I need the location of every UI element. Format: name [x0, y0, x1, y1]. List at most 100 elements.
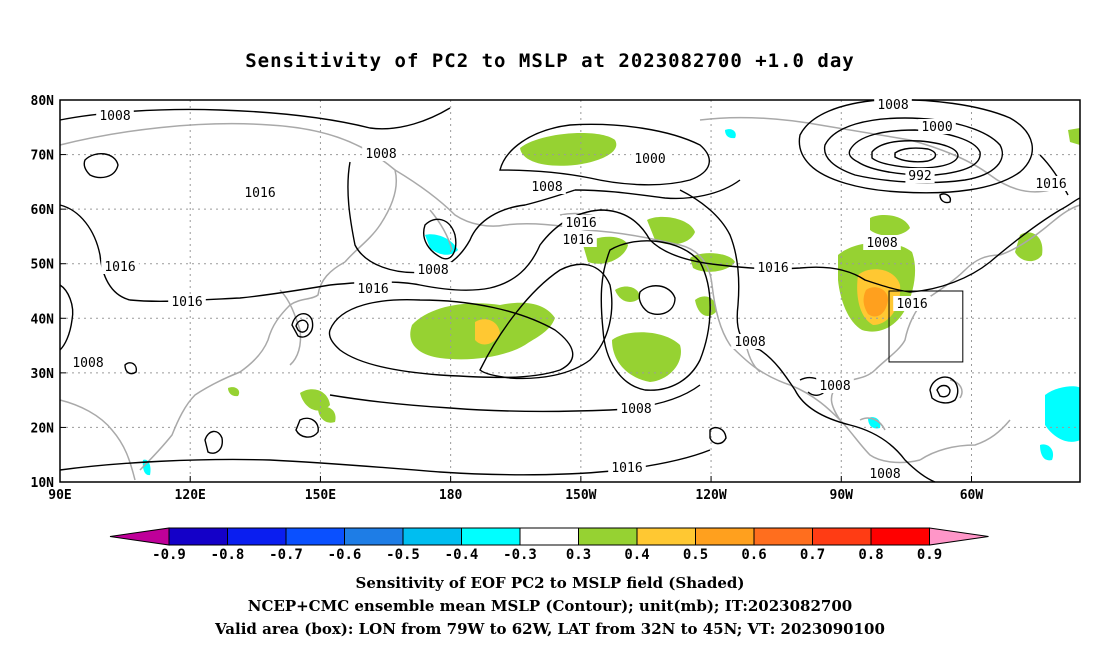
- lon-label: 90E: [48, 488, 71, 503]
- lat-label: 80N: [31, 94, 55, 109]
- colorbar-segment: [578, 527, 638, 546]
- contour-label: 1008: [869, 467, 900, 482]
- colorbar-segment: [227, 527, 287, 546]
- colorbar-tick-label: -0.8: [211, 547, 245, 563]
- contour-label-bg: [354, 281, 392, 296]
- contour-label: 1016: [562, 233, 593, 248]
- contour-label-bg: [168, 294, 206, 309]
- contour-label-bg: [362, 146, 400, 161]
- contour-label: 1008: [734, 335, 765, 350]
- colorbar-segment: [812, 527, 872, 546]
- contour-label: 1008: [72, 356, 103, 371]
- contour-label-bg: [617, 401, 655, 416]
- contour-label-bg: [608, 460, 646, 475]
- caption-contour: NCEP+CMC ensemble mean MSLP (Contour); u…: [247, 597, 853, 615]
- contour-label: 1016: [757, 261, 788, 276]
- contour-label-bg: [101, 259, 139, 274]
- contour-label-bg: [731, 334, 769, 349]
- contour-label: 1008: [417, 263, 448, 278]
- colorbar-arrow-low: [109, 527, 170, 546]
- lat-label: 40N: [31, 312, 55, 327]
- lon-label: 150W: [565, 488, 596, 503]
- colorbar-tick-label: 0.6: [741, 547, 766, 563]
- colorbar-segment: [402, 527, 462, 546]
- colorbar-tick-label: 0.3: [566, 547, 591, 563]
- contour-label-bg: [414, 262, 452, 277]
- contour-label: 1008: [819, 379, 850, 394]
- colorbar-tick-label: 0.9: [917, 547, 942, 563]
- colorbar-arrow-high: [929, 527, 989, 546]
- contour-label: 1016: [357, 282, 388, 297]
- contour-label-bg: [905, 168, 935, 183]
- colorbar: -0.9 -0.8 -0.7 -0.6 -0.5 -0.4 -0.3 0.3 0.4 0.5 0.6…: [109, 527, 989, 563]
- contour-label-bg: [754, 260, 792, 275]
- contour-label: 1016: [1035, 177, 1066, 192]
- contour-label-bg: [528, 179, 566, 194]
- caption-shaded: Sensitivity of EOF PC2 to MSLP field (Sh…: [355, 574, 745, 592]
- colorbar-segment: [344, 527, 404, 546]
- lat-label: 50N: [31, 258, 55, 273]
- colorbar-tick-label: 0.7: [800, 547, 825, 563]
- contour-labels: 1008 1008 1016 1016 1016 1008 1008 1016 1000 1008…: [69, 97, 1070, 482]
- colorbar-tick-label: -0.3: [503, 547, 537, 563]
- lat-label: 30N: [31, 367, 55, 382]
- contour-label: 1008: [877, 98, 908, 113]
- map-frame: [59, 99, 1081, 483]
- contour-label: 1000: [921, 120, 952, 135]
- lon-label: 90W: [830, 488, 854, 503]
- valid-area-box: [888, 290, 964, 363]
- contour-label: 992: [908, 169, 931, 184]
- map-title: Sensitivity of PC2 to MSLP at 2023082700…: [245, 50, 855, 72]
- colorbar-segment: [519, 527, 579, 546]
- lon-label: 120E: [175, 488, 206, 503]
- contour-label: 1016: [896, 297, 927, 312]
- contour-label: 1008: [531, 180, 562, 195]
- contour-label-bg: [918, 119, 956, 134]
- colorbar-segment: [461, 527, 521, 546]
- contour-label-bg: [562, 215, 600, 230]
- colorbar-tick-label: -0.5: [386, 547, 420, 563]
- contour-label: 1008: [365, 147, 396, 162]
- lon-label: 60W: [960, 488, 984, 503]
- map-grid: [60, 100, 1080, 482]
- contour-label: 1016: [565, 216, 596, 231]
- contour-label: 1016: [244, 186, 275, 201]
- contour-label-bg: [241, 185, 279, 200]
- lat-label: 10N: [31, 476, 55, 491]
- caption-valid-area: Valid area (box): LON from 79W to 62W, L…: [215, 620, 885, 638]
- colorbar-segment: [285, 527, 345, 546]
- lon-label: 120W: [695, 488, 726, 503]
- contour-label: 1008: [99, 109, 130, 124]
- colorbar-tick-label: 0.8: [858, 547, 883, 563]
- colorbar-segment: [636, 527, 696, 546]
- contour-label-bg: [816, 378, 854, 393]
- colorbar-segment: [695, 527, 755, 546]
- colorbar-tick-label: 0.5: [683, 547, 708, 563]
- lat-label: 20N: [31, 421, 55, 436]
- contour-label-bg: [893, 296, 931, 311]
- contour-label-bg: [69, 355, 107, 370]
- contour-label: 1008: [620, 402, 651, 417]
- colorbar-tick-label: -0.7: [269, 547, 303, 563]
- colorbar-tick-label: -0.9: [152, 547, 186, 563]
- contour-label: 1016: [171, 295, 202, 310]
- colorbar-segment: [168, 527, 228, 546]
- contour-label-bg: [863, 235, 901, 250]
- contour-label-bg: [874, 97, 912, 112]
- contour-label-bg: [866, 466, 904, 481]
- contour-label-bg: [96, 108, 134, 123]
- colorbar-tick-label: 0.4: [624, 547, 649, 563]
- contour-label: 1016: [104, 260, 135, 275]
- contour-label-bg: [631, 151, 669, 166]
- contour-label: 1008: [866, 236, 897, 251]
- colorbar-segment: [753, 527, 813, 546]
- lat-label: 70N: [31, 149, 55, 164]
- colorbar-segment: [870, 527, 930, 546]
- lon-label: 150E: [305, 488, 336, 503]
- lon-label: 180: [439, 488, 463, 503]
- contour-label-bg: [559, 232, 597, 247]
- contour-label: 1016: [611, 461, 642, 476]
- lat-label: 60N: [31, 203, 55, 218]
